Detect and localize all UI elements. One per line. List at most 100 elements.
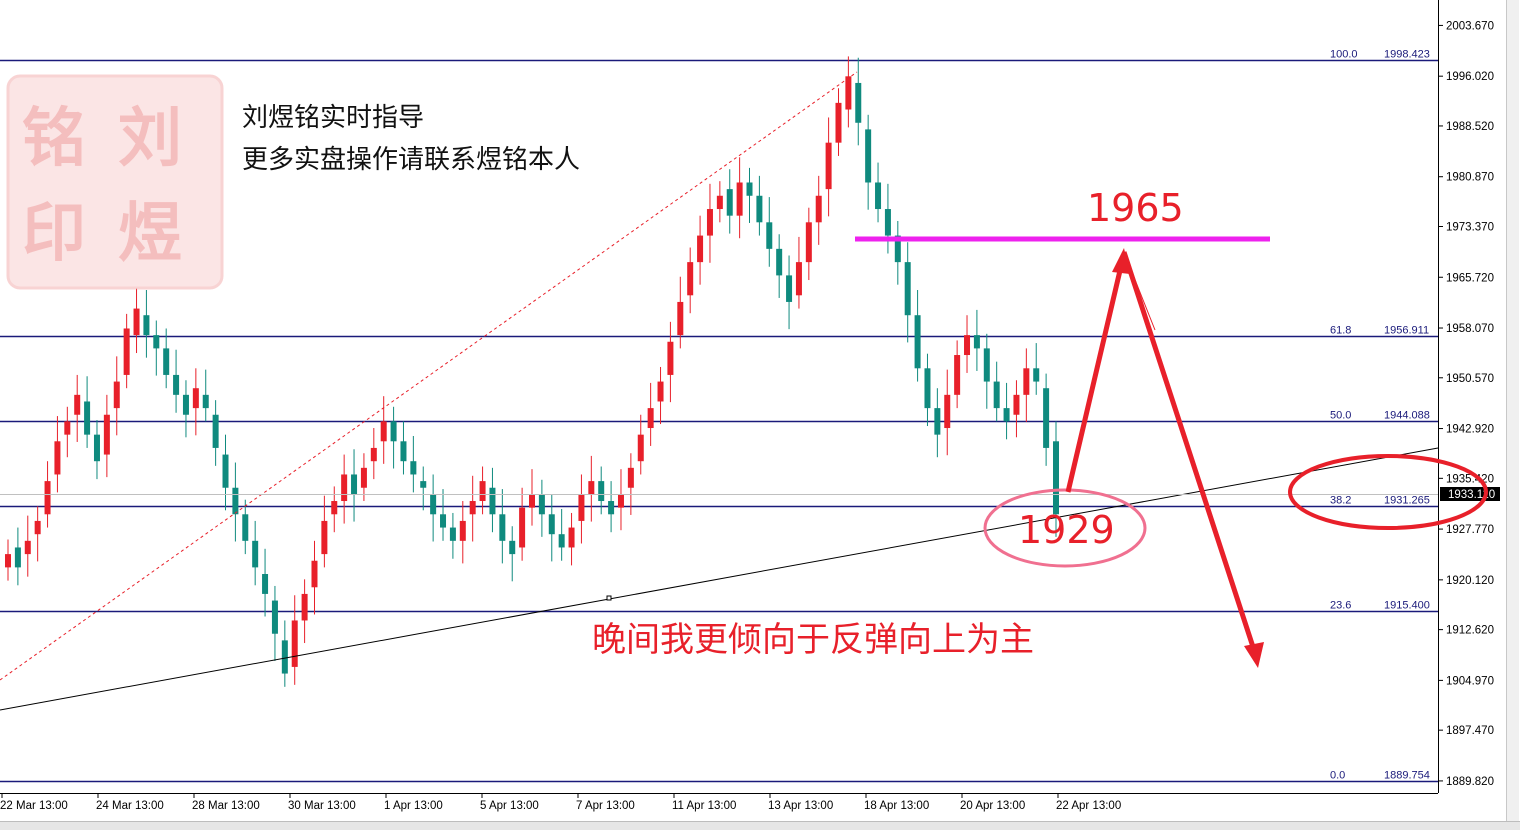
bear-candle	[400, 441, 407, 462]
bear-candle	[884, 209, 891, 236]
trendline-anchor-point	[606, 595, 612, 601]
bear-candle	[351, 474, 358, 495]
time-tick-label: 5 Apr 13:00	[480, 800, 539, 812]
bull-candle	[795, 262, 802, 296]
price-tick-label: 1942.920	[1446, 424, 1494, 436]
bull-candle	[637, 434, 644, 462]
bear-candle	[143, 315, 150, 336]
seal-char-2: 刘	[118, 101, 182, 176]
bear-candle	[84, 401, 91, 435]
bear-candle	[924, 368, 931, 409]
price-tick-label: 1973.370	[1446, 221, 1494, 233]
bear-candle	[983, 348, 990, 382]
support-1929-ellipse	[983, 488, 1147, 568]
price-tick-label: 1927.770	[1446, 524, 1494, 536]
bull-candle	[667, 341, 674, 375]
author-caption-line1: 刘煜铭实时指导	[242, 103, 424, 133]
bull-candle	[687, 262, 694, 296]
bull-candle	[578, 494, 585, 521]
bull-candle	[192, 388, 199, 409]
bull-candle	[617, 494, 624, 508]
bear-candle	[1043, 388, 1050, 448]
candles	[5, 56, 1059, 687]
time-tick-label: 18 Apr 13:00	[864, 800, 929, 812]
time-tick-label: 20 Apr 13:00	[960, 800, 1025, 812]
bull-candle	[123, 328, 130, 375]
fib-level-percent: 0.0	[1330, 770, 1345, 782]
bull-candle	[103, 414, 110, 455]
bear-candle	[993, 381, 1000, 409]
bull-candle	[825, 142, 832, 190]
time-tick-label: 22 Mar 13:00	[0, 800, 68, 812]
bear-candle	[538, 494, 545, 515]
bear-candle	[252, 540, 259, 568]
bull-candle	[588, 481, 595, 495]
fib-level-percent: 50.0	[1330, 410, 1351, 422]
price-tick-label: 1950.570	[1446, 373, 1494, 385]
bull-candle	[845, 76, 852, 110]
bull-candle	[311, 560, 318, 588]
bear-candle	[163, 348, 170, 375]
fib-level-percent: 38.2	[1330, 495, 1351, 507]
bear-candle	[756, 195, 763, 223]
price-tick-label: 1920.120	[1446, 575, 1494, 587]
bull-candle	[54, 441, 61, 475]
bull-candle	[657, 381, 664, 402]
bull-candle	[964, 335, 971, 356]
bull-candle	[677, 301, 684, 336]
bull-candle	[479, 481, 486, 502]
bull-candle	[459, 520, 466, 541]
bear-candle	[420, 481, 427, 488]
bear-candle	[726, 189, 733, 216]
bear-candle	[232, 487, 239, 515]
bull-candle	[64, 421, 71, 435]
bear-candle	[182, 394, 189, 415]
bull-candle	[370, 447, 377, 462]
bull-candle	[815, 195, 822, 223]
up-arrow-shaft	[1065, 261, 1125, 493]
bull-candle	[519, 507, 526, 548]
target-1965-label: 1965	[1087, 186, 1184, 230]
bear-candle	[1053, 441, 1059, 515]
time-tick-label: 30 Mar 13:00	[288, 800, 356, 812]
fib-level-price: 1956.911	[1384, 325, 1429, 337]
price-tick-label: 1904.970	[1446, 675, 1494, 687]
bull-candle	[133, 308, 140, 336]
price-tick-label: 1965.720	[1446, 272, 1494, 284]
author-caption-line2: 更多实盘操作请联系煜铭本人	[242, 145, 580, 175]
bull-candle	[1023, 368, 1030, 395]
bear-candle	[271, 600, 278, 634]
bear-candle	[904, 262, 911, 316]
bear-candle	[875, 182, 882, 210]
time-tick-label: 1 Apr 13:00	[384, 800, 443, 812]
bear-candle	[1003, 408, 1010, 422]
bear-candle	[212, 414, 219, 448]
bear-candle	[153, 335, 160, 349]
bull-candle	[34, 520, 41, 535]
bear-candle	[598, 481, 605, 502]
bear-candle	[855, 82, 862, 123]
bear-candle	[222, 454, 229, 488]
price-tick-label: 1988.520	[1446, 121, 1494, 133]
seal-border	[6, 74, 224, 290]
price-tick-label: 2003.670	[1446, 20, 1494, 32]
bull-candle	[954, 355, 961, 395]
fib-level-price: 1915.400	[1384, 600, 1430, 612]
horizontal-scrollbar[interactable]	[0, 821, 1520, 830]
bull-candle	[331, 501, 338, 515]
bull-candle	[321, 520, 328, 555]
thin-guide-line	[1123, 251, 1156, 331]
bear-candle	[93, 434, 100, 462]
bear-candle	[608, 501, 615, 515]
bull-candle	[647, 408, 654, 429]
fibonacci-levels: 100.0 1998.423 61.8 1956.911 50.0 1944.088 38.…	[0, 49, 1438, 783]
vertical-scrollbar[interactable]	[1506, 0, 1519, 821]
bull-candle	[74, 394, 81, 415]
time-axis: 22 Mar 13:00 24 Mar 13:00 28 Mar 13:00 30 M…	[0, 793, 1121, 812]
bear-candle	[786, 275, 793, 302]
bear-candle	[548, 514, 555, 535]
bull-candle	[1013, 394, 1020, 415]
bear-candle	[410, 461, 417, 475]
bull-candle	[835, 102, 842, 143]
